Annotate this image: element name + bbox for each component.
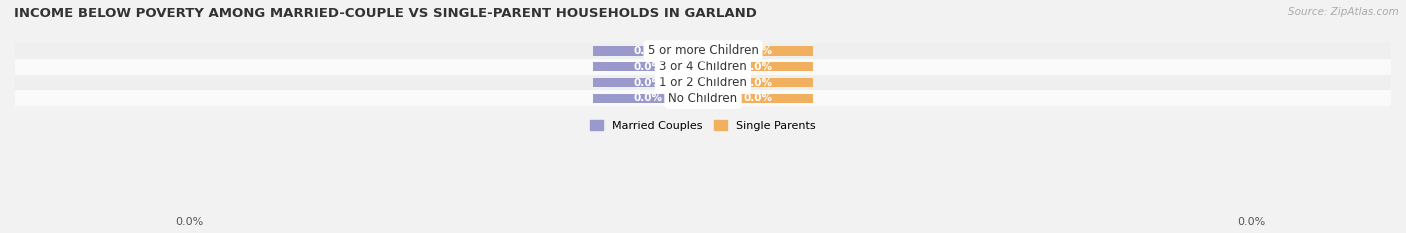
Text: 0.0%: 0.0% [1237,217,1265,227]
Bar [15,90,1391,106]
Bar [593,46,703,56]
Text: 0.0%: 0.0% [634,93,662,103]
Text: 0.0%: 0.0% [634,78,662,88]
Text: 3 or 4 Children: 3 or 4 Children [659,60,747,73]
Bar [593,62,703,72]
Bar [703,62,813,72]
Text: Source: ZipAtlas.com: Source: ZipAtlas.com [1288,7,1399,17]
Text: INCOME BELOW POVERTY AMONG MARRIED-COUPLE VS SINGLE-PARENT HOUSEHOLDS IN GARLAND: INCOME BELOW POVERTY AMONG MARRIED-COUPL… [14,7,756,20]
Text: 0.0%: 0.0% [744,78,772,88]
Bar [593,78,703,87]
Bar [15,43,1391,59]
Bar [703,94,813,103]
Text: 0.0%: 0.0% [744,46,772,56]
Text: 5 or more Children: 5 or more Children [648,44,758,57]
Bar [593,94,703,103]
Text: No Children: No Children [668,92,738,105]
Bar [15,59,1391,75]
Text: 0.0%: 0.0% [176,217,204,227]
Text: 0.0%: 0.0% [634,46,662,56]
Text: 0.0%: 0.0% [744,93,772,103]
Text: 0.0%: 0.0% [634,62,662,72]
Bar [15,75,1391,90]
Text: 0.0%: 0.0% [744,62,772,72]
Legend: Married Couples, Single Parents: Married Couples, Single Parents [586,116,820,135]
Bar [703,78,813,87]
Bar [703,46,813,56]
Text: 1 or 2 Children: 1 or 2 Children [659,76,747,89]
